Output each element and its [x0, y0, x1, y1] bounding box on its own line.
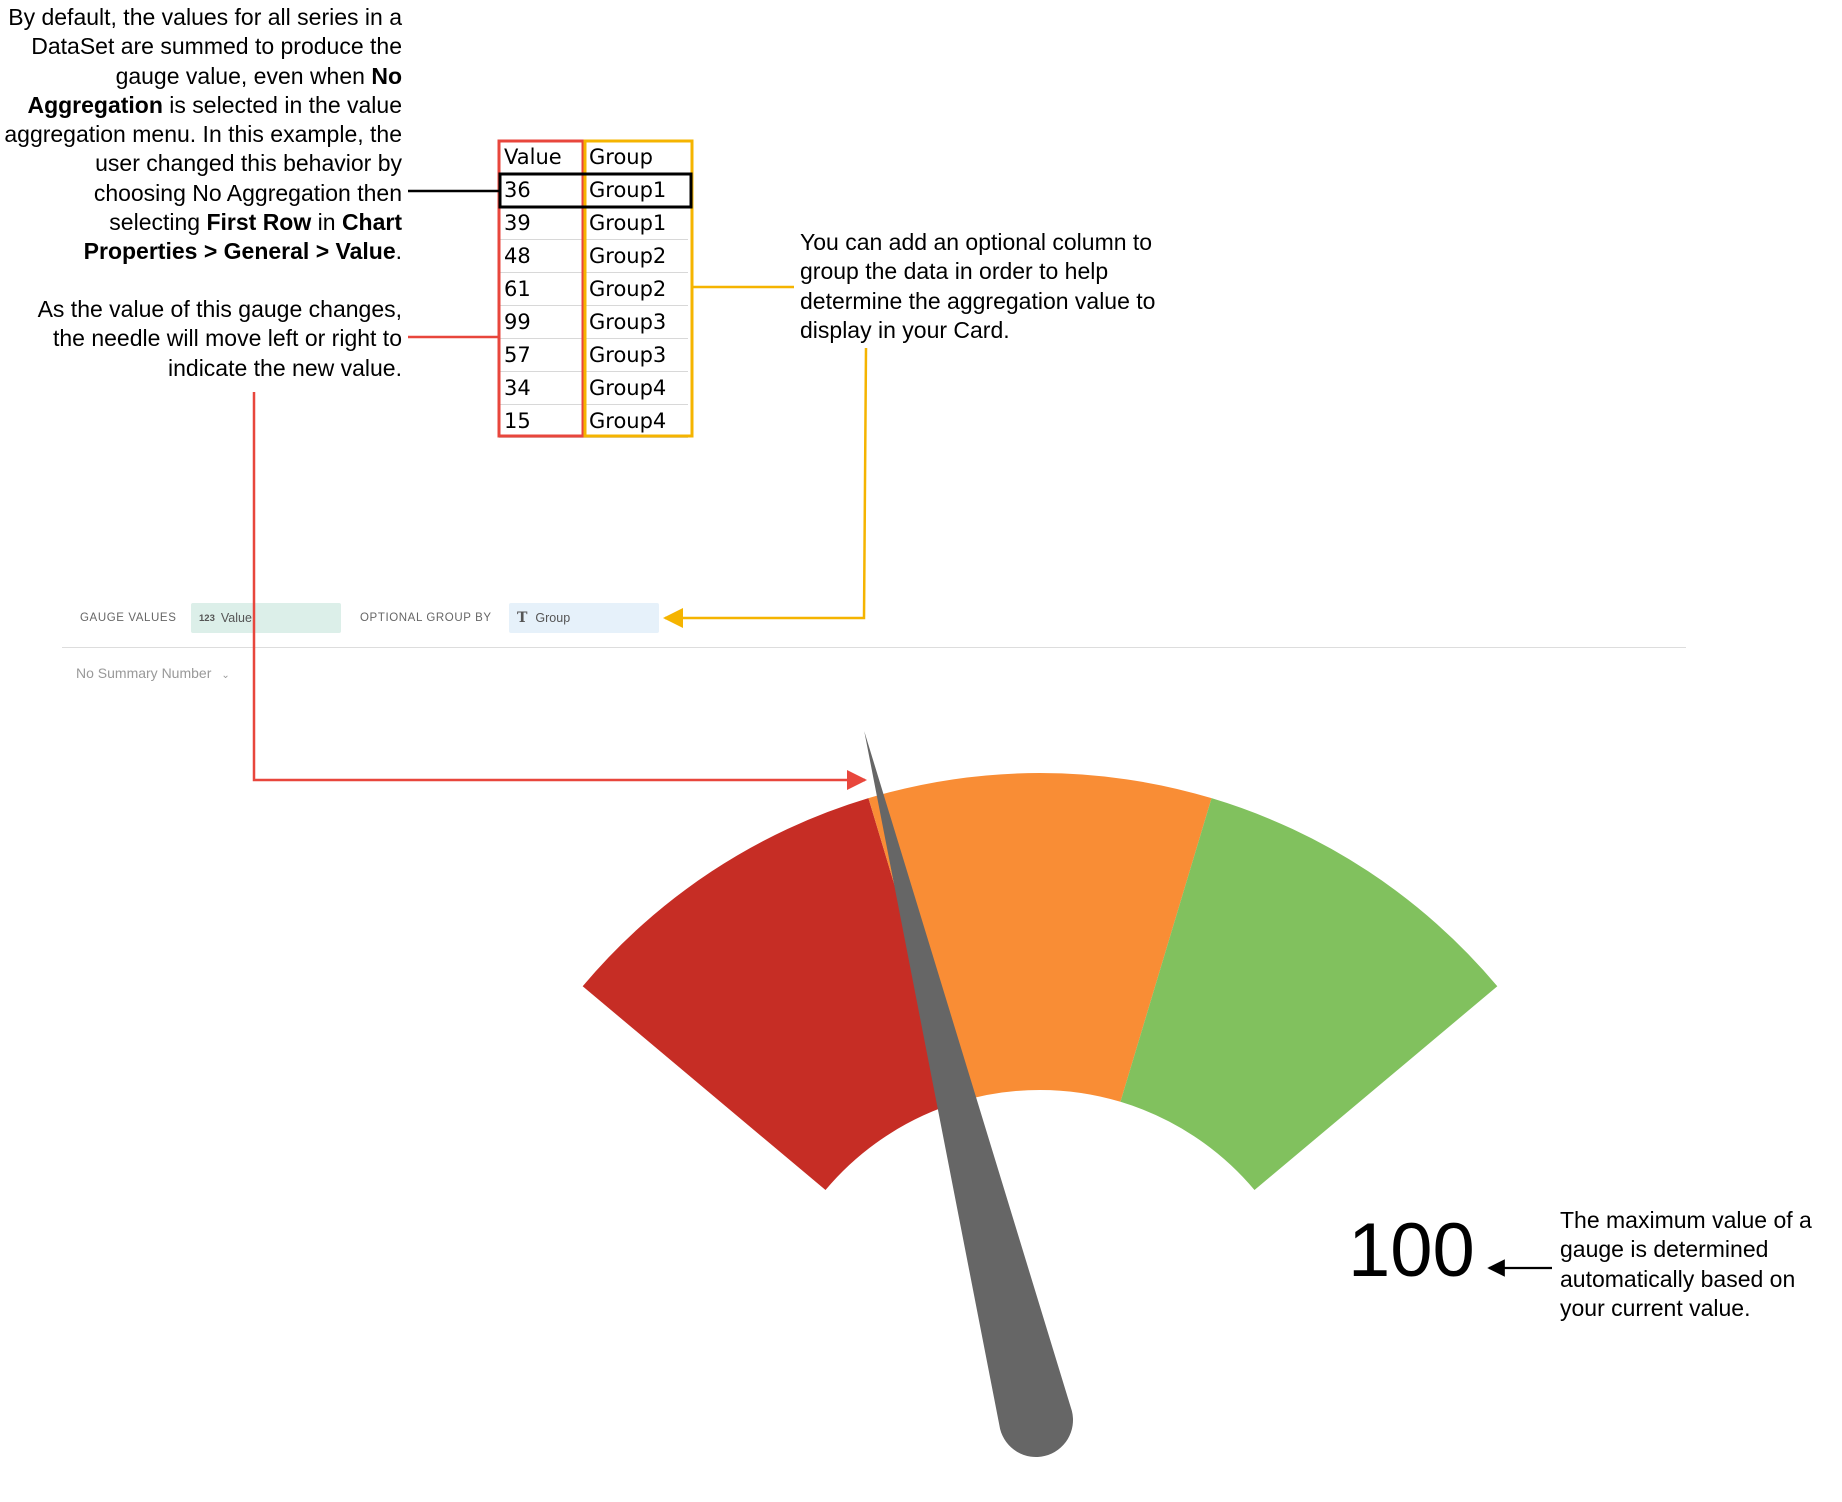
group-by-connector	[663, 347, 868, 628]
group-cell: Group2	[584, 239, 688, 273]
maximum-callout: The maximum value of a gauge is determin…	[1560, 1207, 1812, 1321]
group-cell: Group4	[584, 404, 688, 438]
gauge-value-field-label: Value	[220, 611, 252, 625]
table-row: 48 Group2	[499, 239, 688, 273]
table-row: 61 Group2	[499, 272, 688, 306]
summary-number-select[interactable]: No Summary Number ⌄	[76, 665, 230, 681]
value-cell: 99	[499, 305, 584, 339]
group-cell: Group3	[584, 305, 688, 339]
table-header-row: Value Group	[499, 141, 688, 174]
gauge-needle	[864, 731, 1074, 1458]
group-cell: Group1	[584, 173, 688, 207]
toolbar-divider	[62, 647, 1686, 648]
group-column-header: Group	[584, 141, 688, 174]
aggregation-bold-no-aggregation: No Aggregation	[27, 62, 402, 118]
group-cell: Group2	[584, 272, 688, 306]
aggregation-bold-first-row: First Row	[206, 209, 312, 236]
value-column-highlight	[497, 139, 585, 438]
aggregation-text-2: is selected in the value aggregation men…	[4, 91, 402, 236]
aggregation-text-1: By default, the values for all series in…	[8, 4, 402, 89]
data-table: Value Group 36 Group1 39 Group1 48 Group2 6…	[499, 141, 688, 438]
optional-group-by-label: OPTIONAL GROUP BY	[360, 612, 492, 624]
value-cell: 34	[499, 371, 584, 405]
summary-number-value: No Summary Number	[76, 665, 212, 681]
number-type-icon: 123	[199, 612, 215, 624]
group-by-field-pill[interactable]: T Group	[509, 603, 659, 633]
value-cell: 48	[499, 239, 584, 273]
aggregation-text-4: .	[395, 238, 402, 265]
table-row: 57 Group3	[499, 338, 688, 372]
gauge-bands	[582, 773, 1498, 1191]
needle-connector	[252, 392, 867, 790]
chevron-down-icon: ⌄	[221, 670, 230, 681]
group-cell: Group4	[584, 371, 688, 405]
table-row: 36 Group1	[499, 173, 688, 207]
group-column-highlight	[583, 139, 694, 438]
value-cell: 39	[499, 206, 584, 240]
value-cell: 57	[499, 338, 584, 372]
table-row: 99 Group3	[499, 305, 688, 339]
gauge-band-green	[1120, 798, 1498, 1191]
value-cell: 36	[499, 173, 584, 207]
aggregation-text-3: in	[311, 209, 342, 236]
needle-callout: As the value of this gauge changes, the …	[37, 296, 402, 381]
text-type-icon: T	[517, 610, 528, 626]
gauge-band-orange	[868, 773, 1212, 1102]
value-cell: 61	[499, 272, 584, 306]
group-cell: Group3	[584, 338, 688, 372]
first-row-highlight	[498, 172, 693, 209]
gauge-values-label: GAUGE VALUES	[80, 612, 177, 624]
gauge-needle-shape	[864, 731, 1074, 1458]
gauge-max-value: 100	[1348, 1208, 1475, 1293]
group-by-field-label: Group	[535, 611, 571, 625]
gauge-value-field-pill[interactable]: 123 Value	[191, 603, 341, 633]
group-cell: Group1	[584, 206, 688, 240]
aggregation-callout: By default, the values for all series in…	[0, 3, 402, 267]
table-row: 39 Group1	[499, 206, 688, 240]
gauge-band-red	[582, 798, 960, 1191]
aggregation-bold-chart-properties: Chart Properties > General > Value	[83, 209, 402, 265]
value-column-header: Value	[499, 141, 584, 174]
table-row: 34 Group4	[499, 371, 688, 405]
group-column-callout: You can add an optional column to group …	[800, 229, 1156, 343]
